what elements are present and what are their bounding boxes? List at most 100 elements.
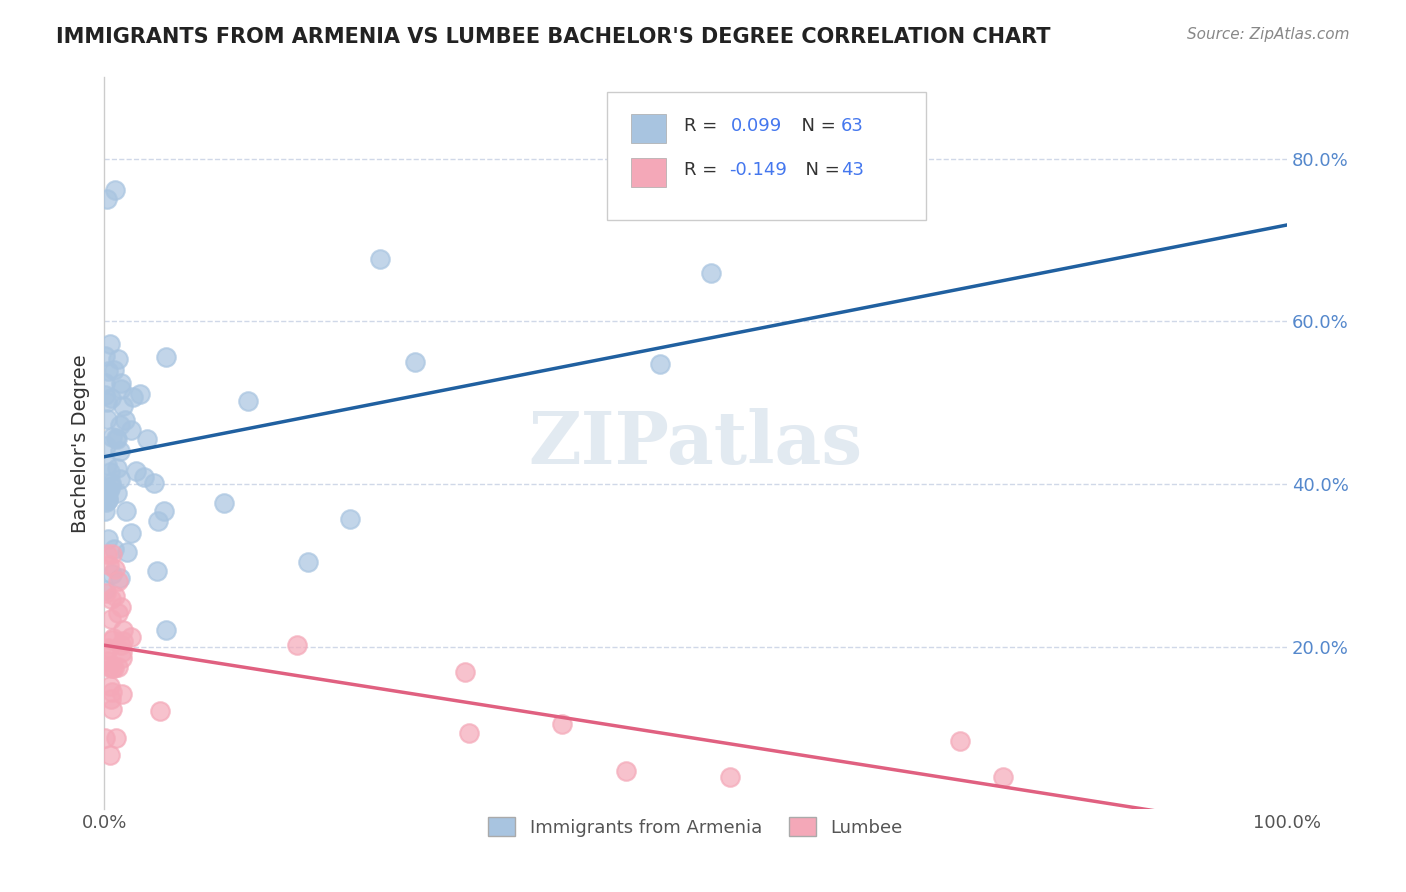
FancyBboxPatch shape: [630, 158, 666, 187]
Point: [111, 650, 134, 665]
Point: [97, 491, 120, 506]
Point: [111, 687, 134, 701]
Point: [404, 355, 426, 369]
FancyBboxPatch shape: [630, 114, 666, 144]
Point: [107, 660, 129, 674]
Point: [94, 387, 117, 401]
Point: [100, 691, 122, 706]
Point: [107, 352, 129, 367]
Point: [94, 586, 117, 600]
Text: -0.149: -0.149: [728, 161, 786, 179]
Point: [94, 376, 117, 390]
Point: [110, 444, 132, 458]
Text: R =: R =: [683, 118, 723, 136]
Point: [101, 430, 124, 444]
Point: [949, 734, 972, 748]
Point: [94, 731, 117, 745]
Point: [97, 492, 120, 507]
Point: [104, 183, 127, 197]
Point: [98, 465, 121, 479]
Point: [120, 526, 142, 541]
Point: [104, 590, 127, 604]
Point: [285, 638, 308, 652]
Point: [117, 544, 139, 558]
Point: [149, 705, 172, 719]
Point: [339, 512, 361, 526]
Point: [97, 533, 120, 547]
Point: [297, 555, 319, 569]
Point: [718, 770, 741, 784]
Point: [125, 464, 148, 478]
Point: [155, 624, 177, 638]
Legend: Immigrants from Armenia, Lumbee: Immigrants from Armenia, Lumbee: [481, 810, 910, 844]
Point: [614, 764, 637, 779]
Point: [100, 475, 122, 490]
Point: [97, 660, 120, 674]
Point: [98, 747, 121, 762]
Point: [105, 486, 128, 500]
Point: [101, 632, 124, 647]
Point: [112, 400, 135, 414]
Point: [212, 496, 235, 510]
Point: [101, 684, 124, 698]
Point: [96, 395, 118, 409]
Text: N =: N =: [794, 161, 845, 179]
Point: [94, 495, 117, 509]
Point: [700, 266, 723, 280]
Point: [103, 541, 125, 556]
Point: [104, 562, 127, 576]
Point: [96, 412, 118, 426]
Point: [110, 600, 132, 615]
Point: [236, 393, 259, 408]
Point: [96, 193, 118, 207]
Point: [105, 461, 128, 475]
Point: [142, 475, 165, 490]
Point: [114, 413, 136, 427]
Point: [107, 606, 129, 620]
Point: [110, 472, 132, 486]
Y-axis label: Bachelor's Degree: Bachelor's Degree: [72, 354, 90, 533]
Point: [101, 547, 124, 561]
Point: [454, 665, 477, 680]
Point: [105, 431, 128, 445]
Point: [103, 661, 125, 675]
Point: [111, 645, 134, 659]
Point: [120, 631, 142, 645]
Point: [120, 424, 142, 438]
Text: N =: N =: [790, 118, 842, 136]
Point: [128, 387, 150, 401]
Point: [94, 504, 117, 518]
Point: [100, 391, 122, 405]
Point: [110, 376, 132, 390]
Point: [458, 726, 481, 740]
Point: [551, 716, 574, 731]
Point: [648, 357, 671, 371]
Point: [132, 470, 155, 484]
Point: [97, 640, 120, 655]
Point: [98, 558, 121, 573]
Point: [110, 418, 132, 433]
Point: [104, 731, 127, 745]
Point: [98, 679, 121, 693]
Point: [991, 770, 1014, 784]
Text: 0.099: 0.099: [731, 118, 782, 136]
Point: [115, 504, 138, 518]
Point: [101, 567, 124, 582]
Point: [96, 458, 118, 472]
Text: IMMIGRANTS FROM ARMENIA VS LUMBEE BACHELOR'S DEGREE CORRELATION CHART: IMMIGRANTS FROM ARMENIA VS LUMBEE BACHEL…: [56, 27, 1050, 46]
Text: Source: ZipAtlas.com: Source: ZipAtlas.com: [1187, 27, 1350, 42]
Point: [135, 432, 157, 446]
Point: [97, 363, 120, 377]
Point: [105, 432, 128, 446]
Point: [97, 654, 120, 668]
Point: [146, 564, 169, 578]
Point: [96, 439, 118, 453]
Point: [100, 479, 122, 493]
Point: [110, 638, 132, 652]
Text: R =: R =: [683, 161, 723, 179]
Point: [103, 632, 125, 646]
Point: [94, 349, 117, 363]
Text: 63: 63: [841, 118, 863, 136]
Point: [146, 514, 169, 528]
Point: [96, 547, 118, 561]
